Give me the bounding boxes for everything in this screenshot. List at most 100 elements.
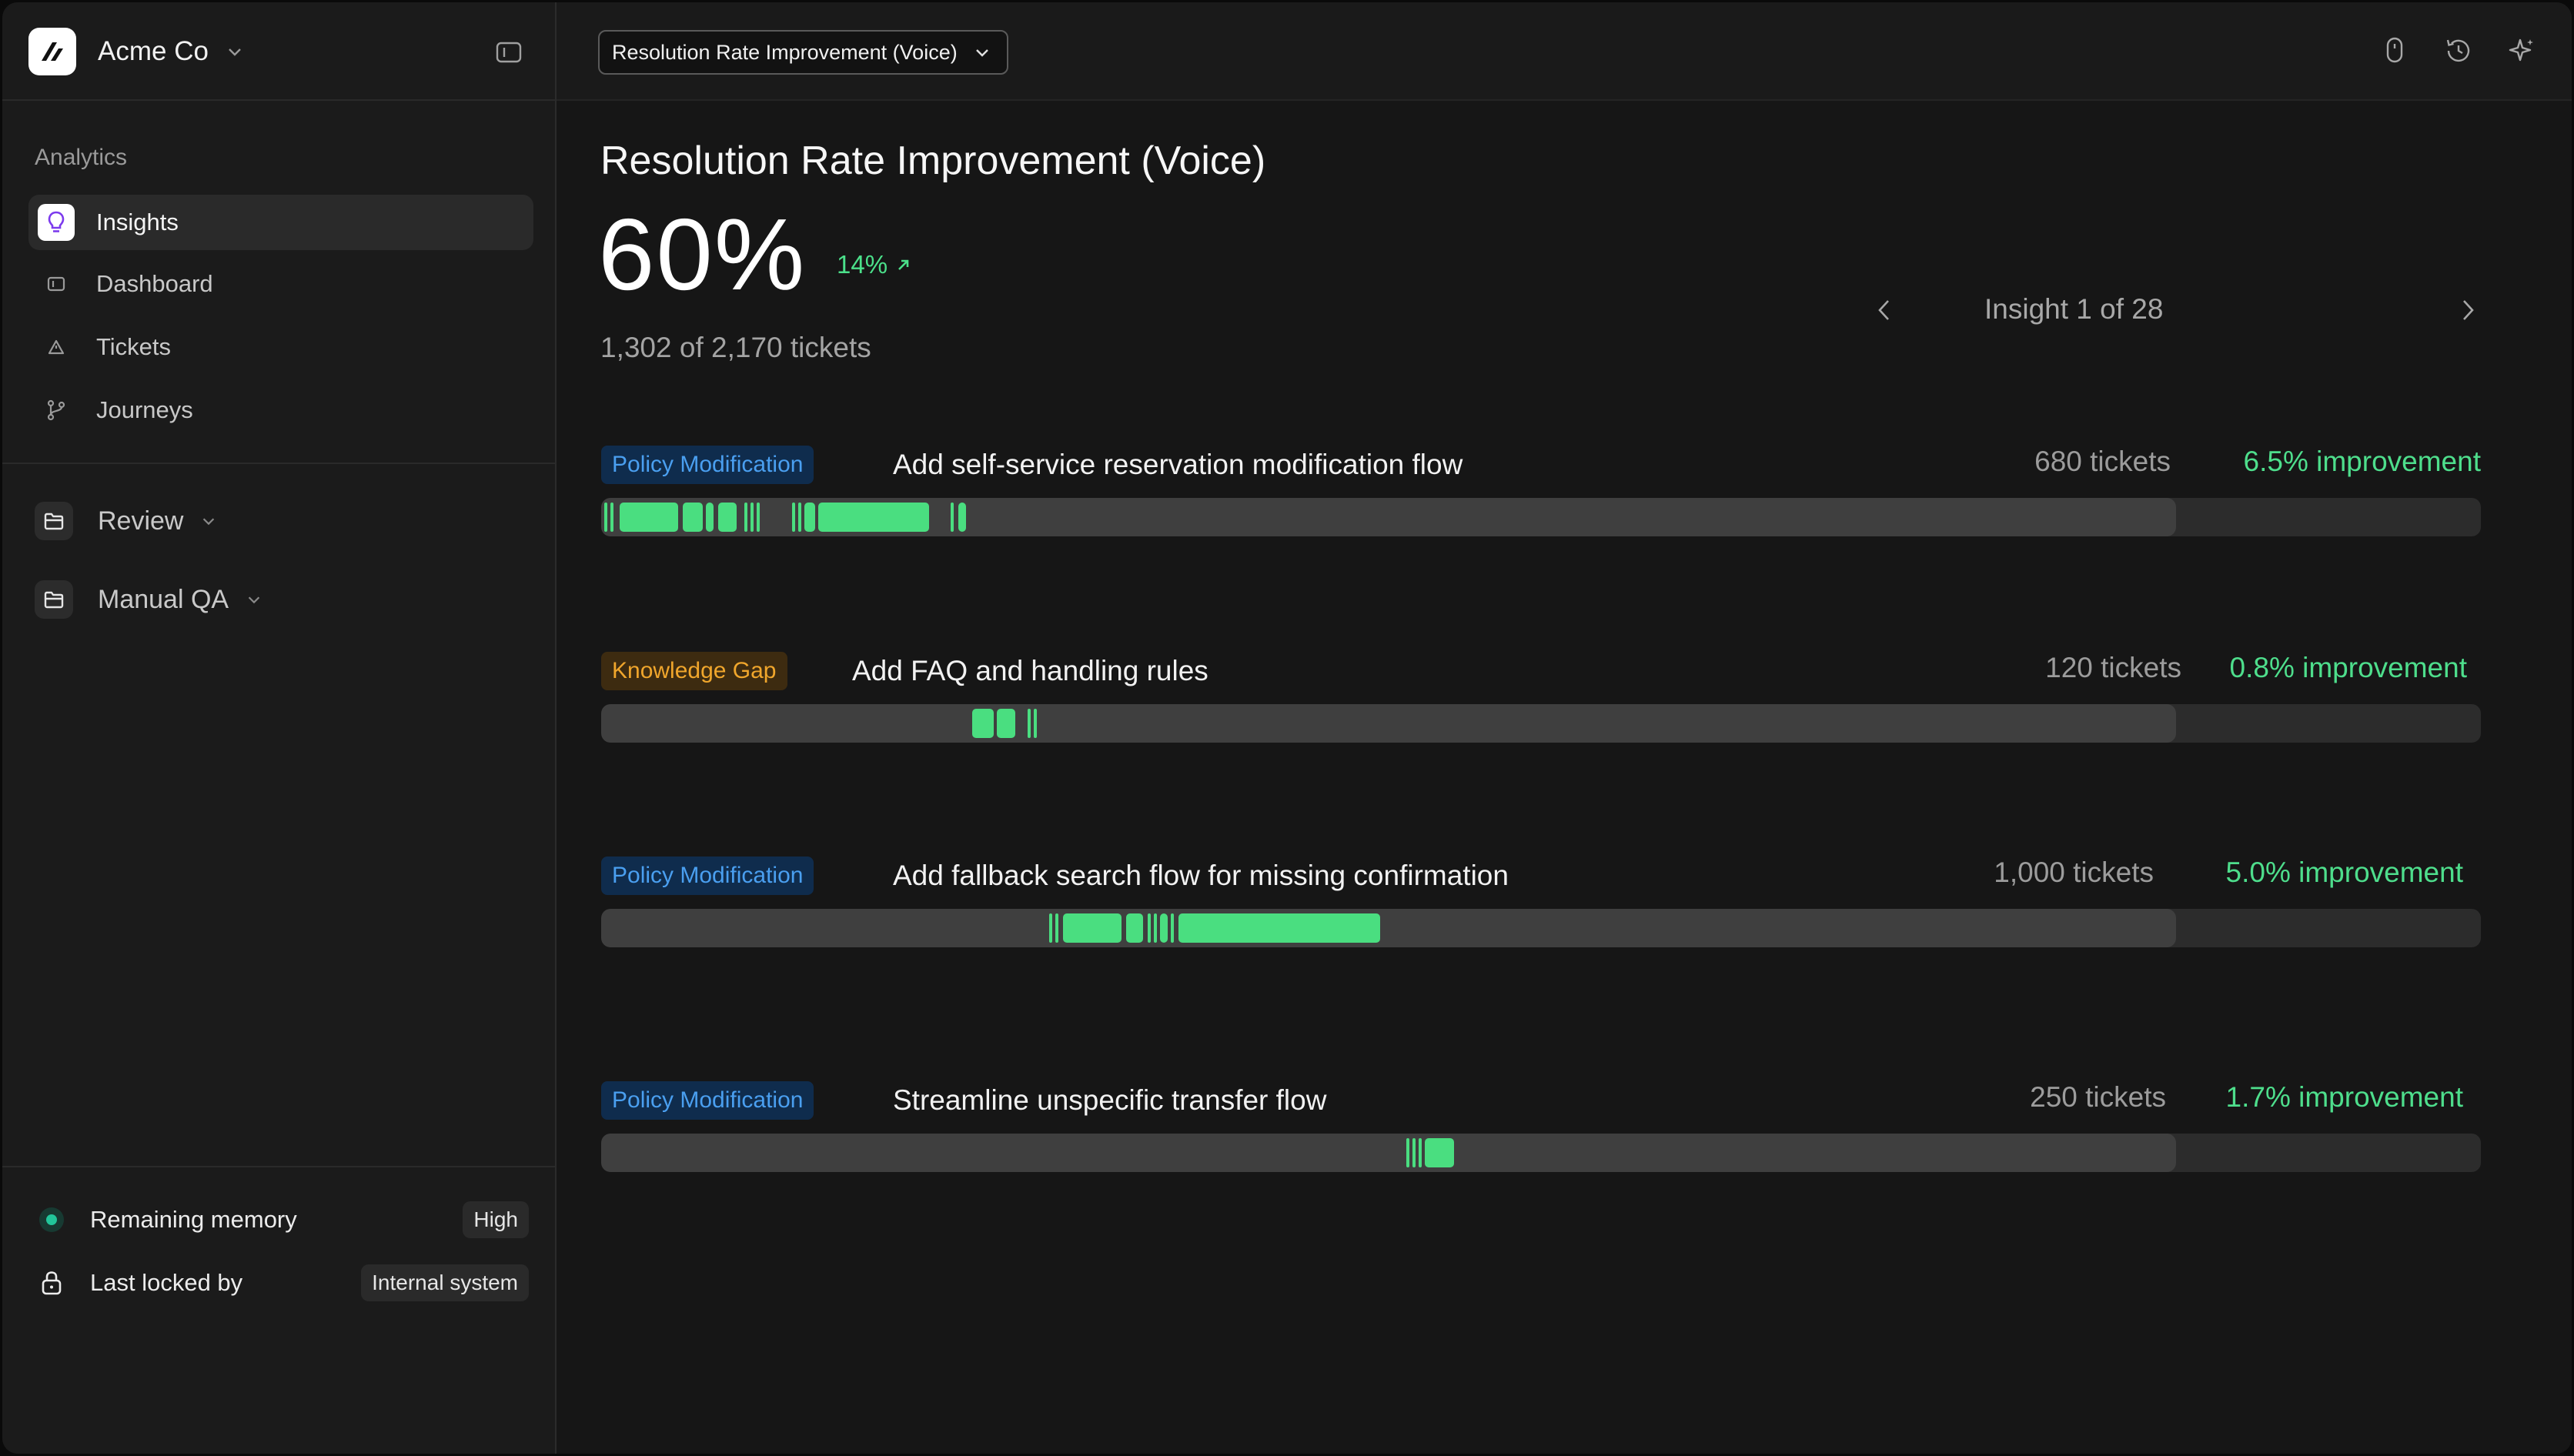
insight-distribution-bar (601, 498, 2481, 536)
bar-segment (620, 503, 678, 532)
bar-segment (1412, 1138, 1416, 1167)
remaining-memory-row: Remaining memory High (39, 1198, 529, 1241)
divider (2, 1166, 555, 1167)
bar-segment (1028, 709, 1031, 738)
arrow-up-right-icon (898, 259, 909, 270)
remaining-memory-badge: High (463, 1201, 529, 1238)
mouse-icon[interactable] (2383, 36, 2406, 65)
bar-segment (972, 709, 994, 738)
metric-select[interactable]: Resolution Rate Improvement (Voice) (598, 30, 1008, 75)
insight-improvement: 6.5% improvement (2243, 446, 2481, 477)
insight-distribution-bar (601, 1134, 2481, 1172)
main-panel: Resolution Rate Improvement (Voice) Reso… (557, 2, 2572, 1454)
insight-tickets: 250 tickets (2030, 1081, 2166, 1113)
bar-segment (1419, 1138, 1422, 1167)
bar-fill (601, 704, 2176, 743)
insight-card[interactable]: Policy Modification Add fallback search … (601, 857, 2481, 964)
insight-tag: Policy Modification (601, 857, 814, 895)
bar-segment (1154, 913, 1157, 943)
sidebar-item-journeys[interactable]: Journeys (28, 382, 533, 438)
bar-segment (706, 503, 714, 532)
insight-tag: Policy Modification (601, 446, 814, 484)
topbar: Resolution Rate Improvement (Voice) (557, 2, 2572, 101)
bar-segment (792, 503, 795, 532)
bar-segment (604, 503, 607, 532)
dashboard-icon (38, 265, 75, 302)
last-locked-badge: Internal system (361, 1264, 529, 1301)
bar-segment (951, 503, 954, 532)
insight-tag: Policy Modification (601, 1081, 814, 1120)
insight-card[interactable]: Policy Modification Add self-service res… (601, 446, 2481, 553)
sidebar: Acme Co Analytics Insights Dashboard (2, 2, 557, 1454)
branch-icon (38, 392, 75, 429)
bar-segment (818, 503, 929, 532)
sidebar-group-manual-qa[interactable]: Manual QA (35, 575, 262, 624)
divider (2, 463, 555, 464)
metric-value: 60% (598, 198, 807, 311)
folder-icon (35, 580, 73, 619)
divider (2, 99, 555, 101)
last-locked-label: Last locked by (90, 1269, 243, 1296)
chevron-down-icon (203, 518, 215, 526)
metric-select-value: Resolution Rate Improvement (Voice) (612, 40, 958, 64)
sidebar-item-label: Tickets (96, 333, 172, 360)
bar-fill (601, 909, 2176, 947)
insight-title: Streamline unspecific transfer flow (893, 1084, 1327, 1116)
workspace-switcher[interactable]: Acme Co (28, 27, 244, 76)
chevron-left-icon[interactable] (1873, 295, 1896, 326)
bar-segment (1178, 913, 1380, 943)
insight-improvement: 0.8% improvement (2229, 652, 2467, 683)
insight-tickets: 680 tickets (2034, 446, 2171, 477)
bar-segment (1034, 709, 1037, 738)
bar-segment (1160, 913, 1168, 943)
bar-segment (683, 503, 703, 532)
bar-segment (718, 503, 737, 532)
insight-distribution-bar (601, 704, 2481, 743)
metric-delta: 14% (837, 250, 912, 279)
sidebar-toggle-icon[interactable] (496, 41, 522, 64)
insight-tickets: 120 tickets (2045, 652, 2181, 683)
folder-icon (35, 502, 73, 540)
sidebar-group-label: Review (98, 506, 184, 536)
bar-segment (804, 503, 815, 532)
insight-title: Add self-service reservation modificatio… (893, 449, 1463, 480)
page-title: Resolution Rate Improvement (Voice) (600, 139, 1266, 183)
sidebar-item-label: Insights (96, 209, 179, 235)
insight-distribution-bar (601, 909, 2481, 947)
history-icon[interactable] (2444, 36, 2473, 65)
lock-icon (42, 1271, 62, 1295)
bar-segment (1055, 913, 1058, 943)
bar-segment (1049, 913, 1052, 943)
sidebar-item-label: Dashboard (96, 270, 213, 297)
insight-title: Add fallback search flow for missing con… (893, 860, 1509, 891)
bar-segment (744, 503, 747, 532)
bar-segment (1126, 913, 1143, 943)
sidebar-item-label: Journeys (96, 396, 193, 423)
section-label-analytics: Analytics (35, 145, 128, 170)
bar-segment (1148, 913, 1151, 943)
insight-improvement: 1.7% improvement (2225, 1081, 2463, 1113)
chevron-right-icon[interactable] (2456, 295, 2479, 326)
workspace-name: Acme Co (98, 36, 209, 66)
bar-segment (1063, 913, 1122, 943)
bar-segment (997, 709, 1015, 738)
bar-segment (750, 503, 754, 532)
sidebar-item-insights[interactable]: Insights (28, 195, 533, 250)
chevron-down-icon (248, 596, 260, 604)
sidebar-group-label: Manual QA (98, 584, 229, 614)
sidebar-item-tickets[interactable]: Tickets (28, 319, 533, 375)
metric-delta-value: 14% (837, 250, 888, 279)
bar-segment (958, 503, 966, 532)
bar-segment (1406, 1138, 1409, 1167)
bar-segment (1425, 1138, 1454, 1167)
remaining-memory-label: Remaining memory (90, 1206, 297, 1233)
sidebar-group-review[interactable]: Review (35, 496, 217, 546)
sidebar-item-dashboard[interactable]: Dashboard (28, 256, 533, 312)
chevron-down-icon (975, 49, 988, 57)
last-locked-row: Last locked by Internal system (39, 1261, 529, 1304)
insight-card[interactable]: Knowledge Gap Add FAQ and handling rules… (601, 652, 2481, 760)
insight-card[interactable]: Policy Modification Streamline unspecifi… (601, 1081, 2481, 1189)
insight-improvement: 5.0% improvement (2225, 857, 2463, 888)
sparkle-icon[interactable] (2507, 36, 2536, 65)
